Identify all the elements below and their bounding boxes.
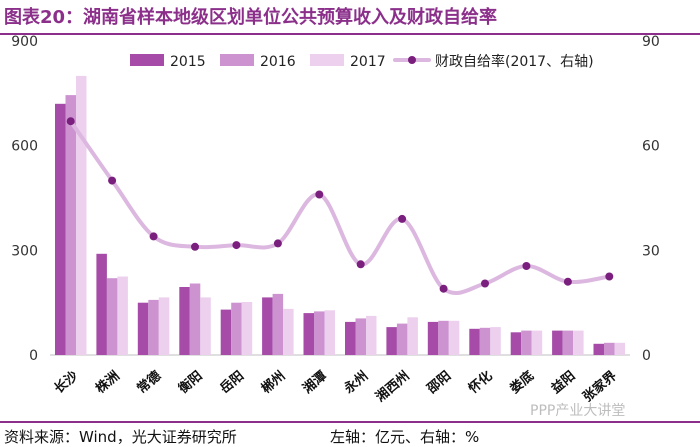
bar-2017 <box>283 308 294 355</box>
bar-2017 <box>324 310 335 355</box>
bar-2017 <box>448 320 460 355</box>
category-label: 湘西州 <box>373 368 413 405</box>
bar-2016 <box>189 283 201 355</box>
line-series <box>66 117 614 295</box>
bar-2017 <box>117 276 128 355</box>
category-label: 娄底 <box>507 368 537 397</box>
title-divider <box>0 33 700 35</box>
bar-2015 <box>179 287 190 355</box>
bar-2016 <box>521 330 532 355</box>
bar-2017 <box>200 297 211 355</box>
bar-2015 <box>552 330 563 355</box>
right-tick-label: 60 <box>642 139 660 155</box>
axis-unit-note: 左轴：亿元、右轴：% <box>330 428 480 446</box>
right-tick-label: 0 <box>642 348 651 364</box>
footer-divider <box>0 421 700 423</box>
category-label: 邵阳 <box>424 369 454 398</box>
line-point <box>149 232 158 241</box>
bar-2017 <box>366 315 377 355</box>
line-point <box>108 176 117 185</box>
legend-label: 财政自给率(2017、右轴) <box>435 53 594 70</box>
legend-label: 2016 <box>260 54 296 70</box>
category-label: 湘潭 <box>300 368 330 397</box>
bar-2016 <box>314 311 325 355</box>
legend-swatch <box>130 54 164 66</box>
category-label: 衡阳 <box>175 368 205 397</box>
line-point <box>315 190 324 199</box>
bar-2016 <box>396 323 408 355</box>
legend-swatch <box>310 54 344 66</box>
bar-2016 <box>106 278 118 355</box>
right-tick-label: 30 <box>642 243 660 259</box>
bar-2016 <box>65 95 76 355</box>
category-label: 株洲 <box>93 368 123 397</box>
bar-2016 <box>604 342 615 355</box>
line-point <box>356 260 365 269</box>
category-label: 长沙 <box>51 368 81 397</box>
bar-2017 <box>407 317 418 355</box>
line-point <box>439 284 448 293</box>
bar-2017 <box>158 297 170 355</box>
right-tick-label: 90 <box>642 35 660 50</box>
bar-2017 <box>76 75 87 356</box>
category-label: 岳阳 <box>217 369 247 397</box>
bar-2015 <box>137 302 149 355</box>
line-point <box>191 242 199 251</box>
bar-series <box>55 75 625 356</box>
bar-2015 <box>262 297 273 355</box>
bar-2015 <box>303 313 314 355</box>
category-label: 永州 <box>340 368 371 398</box>
category-label: 常德 <box>134 368 164 397</box>
left-tick-label: 900 <box>11 35 38 50</box>
legend-label: 2015 <box>170 54 206 70</box>
bar-2015 <box>220 309 232 355</box>
line-point <box>481 279 489 288</box>
category-label: 怀化 <box>465 368 495 397</box>
bar-2016 <box>231 302 242 355</box>
left-tick-label: 600 <box>11 139 38 155</box>
left-tick-label: 0 <box>29 348 38 364</box>
line-point <box>522 262 531 270</box>
legend: 2015 2016 2017 财政自给率(2017、右轴) <box>130 53 594 70</box>
chart-area: 0 300 600 900 0 30 60 90 长沙 株洲 常德 衡阳 岳阳 郴州 湘潭 永州 湘西州 邵阳怀… <box>11 35 660 405</box>
line-point <box>273 239 282 248</box>
legend-label: 2017 <box>350 54 386 70</box>
source-note: 资料来源：Wind，光大证券研究所 <box>4 428 237 446</box>
bar-2017 <box>573 330 584 355</box>
bar-2015 <box>510 332 522 355</box>
bar-2016 <box>479 327 491 355</box>
bar-2016 <box>355 318 366 355</box>
bar-2017 <box>490 327 501 355</box>
bar-2017 <box>531 330 543 355</box>
bar-2017 <box>241 302 253 355</box>
bar-2015 <box>55 103 66 355</box>
line-point <box>563 277 572 286</box>
category-label: 郴州 <box>259 369 289 397</box>
bar-2016 <box>272 293 284 355</box>
legend-marker <box>408 56 416 64</box>
watermark: PPP产业大讲堂 <box>530 403 626 419</box>
bar-2015 <box>427 321 439 355</box>
line-point <box>398 214 407 223</box>
left-tick-label: 300 <box>11 243 38 259</box>
legend-swatch <box>220 54 254 66</box>
bar-2015 <box>386 327 397 355</box>
bar-2016 <box>148 299 159 355</box>
bar-2015 <box>469 328 480 355</box>
category-label: 益阳 <box>548 368 578 397</box>
chart-title: 图表20：湖南省样本地级区划单位公共预算收入及财政自给率 <box>4 7 498 28</box>
line-point <box>232 241 241 250</box>
bar-2015 <box>593 343 604 355</box>
bar-2016 <box>438 320 449 355</box>
bar-2016 <box>562 330 574 355</box>
bar-2017 <box>614 342 625 355</box>
line-point <box>605 272 614 281</box>
bar-2015 <box>345 321 356 355</box>
line-point <box>66 117 75 126</box>
bar-2015 <box>96 253 107 355</box>
